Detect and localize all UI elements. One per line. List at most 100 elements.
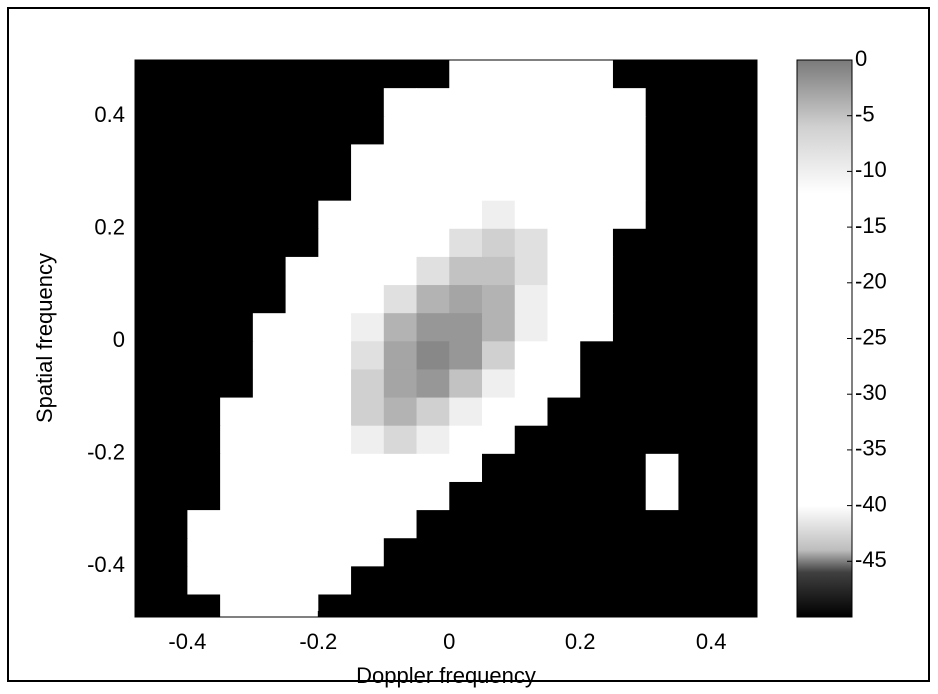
heatmap-cell <box>482 397 516 427</box>
heatmap-cell <box>383 88 418 117</box>
heatmap-cell <box>580 397 614 427</box>
heatmap-cell <box>711 172 745 202</box>
heatmap-cell <box>220 369 254 399</box>
heatmap-cell <box>482 341 516 370</box>
heatmap-cell <box>482 510 516 539</box>
heatmap-cell <box>580 172 614 202</box>
heatmap-cell <box>416 510 450 539</box>
heatmap-cell <box>318 228 352 258</box>
heatmap-cell <box>135 341 156 370</box>
heatmap-cell <box>678 594 712 617</box>
heatmap-cell <box>547 172 581 202</box>
heatmap-cell <box>351 510 385 539</box>
heatmap-cell <box>678 369 712 399</box>
plot-border <box>134 59 758 618</box>
heatmap-cell <box>416 228 450 258</box>
heatmap-cell <box>612 369 647 399</box>
heatmap-cell <box>482 285 516 314</box>
heatmap-cell <box>154 594 188 617</box>
heatmap-cell <box>678 88 712 117</box>
heatmap-cell <box>678 285 712 314</box>
colorbar-tick-label: -5 <box>855 102 875 127</box>
heatmap-cell <box>187 453 221 483</box>
heatmap-cell <box>252 566 287 595</box>
heatmap-cell <box>580 341 614 370</box>
heatmap-cell <box>135 60 156 89</box>
heatmap-cell <box>449 481 483 511</box>
heatmap-cell <box>711 285 745 314</box>
heatmap-cell <box>743 425 757 455</box>
heatmap-cell <box>285 228 319 258</box>
heatmap-cell <box>187 88 221 117</box>
heatmap-cell <box>285 60 319 89</box>
heatmap-cell <box>580 285 614 314</box>
heatmap-cell <box>678 172 712 202</box>
heatmap-cell <box>711 594 745 617</box>
heatmap-cell <box>351 594 385 617</box>
heatmap-cell <box>743 481 757 511</box>
heatmap-cell <box>252 116 287 145</box>
heatmap-cell <box>449 425 483 455</box>
heatmap-cell <box>135 228 156 258</box>
heatmap-cell <box>318 369 352 399</box>
colorbar-tick-label: -45 <box>855 547 887 572</box>
heatmap-cell <box>135 200 156 230</box>
y-axis-label: Spatial frequency <box>32 253 57 423</box>
heatmap-cell <box>645 566 679 595</box>
heatmap-cell <box>351 228 385 258</box>
heatmap-cell <box>416 453 450 483</box>
heatmap-cell <box>645 425 679 455</box>
heatmap-cell <box>285 200 319 230</box>
heatmap-cell <box>351 397 385 427</box>
heatmap-cell <box>154 397 188 427</box>
heatmap-cell <box>187 369 221 399</box>
heatmap-cell <box>135 313 156 342</box>
heatmap-cell <box>187 256 221 286</box>
heatmap-cell <box>612 453 647 483</box>
heatmap-cell <box>351 341 385 370</box>
heatmap-cell <box>383 369 418 399</box>
heatmap-cell <box>351 566 385 595</box>
heatmap-cell <box>678 510 712 539</box>
heatmap-cell <box>383 341 418 370</box>
colorbar <box>796 59 853 618</box>
heatmap-cell <box>383 510 418 539</box>
heatmap-cell <box>678 200 712 230</box>
heatmap-cell <box>514 172 548 202</box>
heatmap-cell <box>482 172 516 202</box>
heatmap-cell <box>220 341 254 370</box>
x-tick-label: -0.2 <box>299 629 337 654</box>
heatmap-cell <box>645 453 679 483</box>
heatmap-cell <box>351 313 385 342</box>
heatmap-cell <box>547 256 581 286</box>
heatmap-cell <box>711 369 745 399</box>
heatmap-cell <box>645 481 679 511</box>
heatmap-cell <box>383 481 418 511</box>
heatmap-cell <box>612 481 647 511</box>
heatmap-cell <box>743 285 757 314</box>
heatmap-cell <box>285 144 319 174</box>
heatmap-cell <box>318 510 352 539</box>
heatmap-cell <box>711 200 745 230</box>
heatmap-cell <box>514 369 548 399</box>
heatmap-cell <box>743 256 757 286</box>
heatmap-cell <box>547 453 581 483</box>
heatmap-cell <box>135 88 156 117</box>
heatmap-cell <box>252 256 287 286</box>
heatmap-cell <box>351 369 385 399</box>
heatmap-cell <box>547 369 581 399</box>
heatmap-cell <box>252 313 287 342</box>
heatmap <box>135 60 757 617</box>
heatmap-cell <box>678 228 712 258</box>
heatmap-cell <box>449 200 483 230</box>
heatmap-cell <box>514 88 548 117</box>
colorbar-tick-label: -25 <box>855 324 887 349</box>
heatmap-cell <box>580 510 614 539</box>
x-tick-label: 0.4 <box>696 629 727 654</box>
heatmap-cell <box>285 313 319 342</box>
heatmap-cell <box>318 172 352 202</box>
heatmap-cell <box>449 256 483 286</box>
heatmap-cell <box>285 341 319 370</box>
colorbar-tick-label: -35 <box>855 436 887 461</box>
heatmap-cell <box>645 60 679 89</box>
